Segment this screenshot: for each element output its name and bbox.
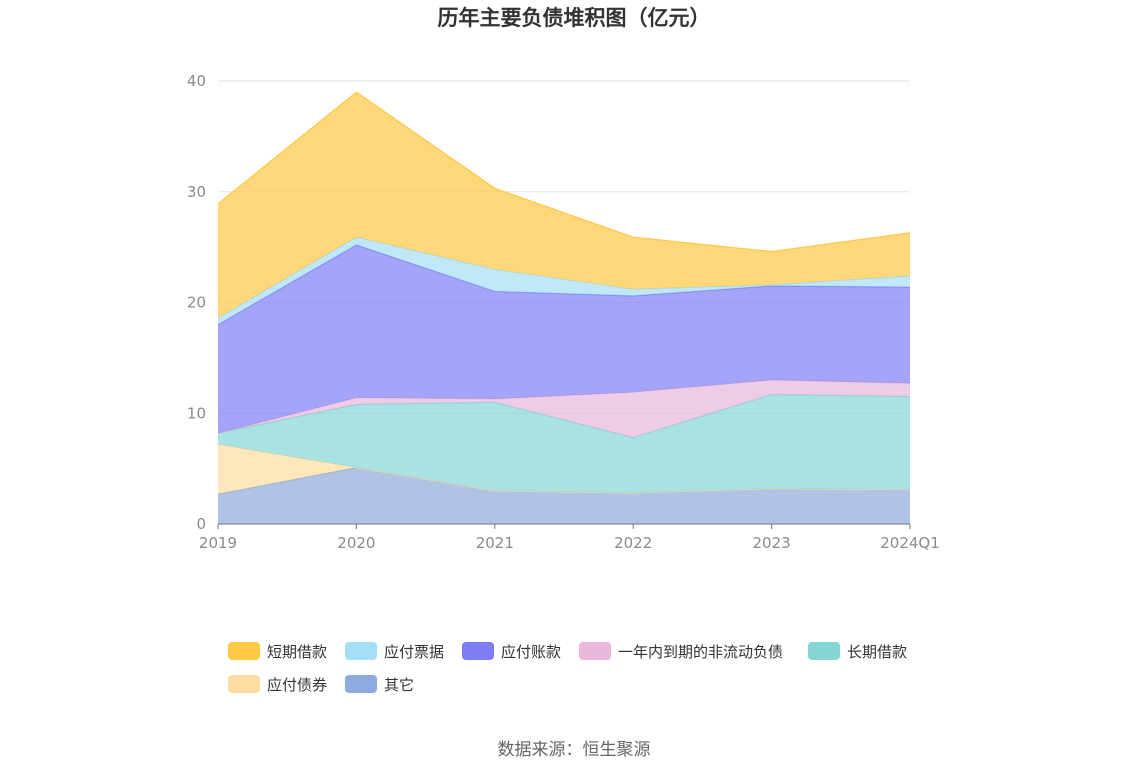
y-tick-label: 10 (187, 404, 206, 422)
area-series-0[interactable] (218, 467, 910, 525)
source-note: 数据来源：恒生聚源 (498, 740, 651, 760)
legend-swatch (579, 642, 611, 660)
x-tick-label: 2024Q1 (880, 534, 940, 552)
legend-label: 应付账款 (501, 643, 561, 661)
legend-label: 一年内到期的非流动负债 (618, 643, 783, 661)
legend-item[interactable]: 短期借款 (228, 642, 327, 661)
legend-label: 长期借款 (847, 643, 907, 661)
x-tick-label: 2023 (753, 534, 791, 552)
area-series-4[interactable] (218, 244, 910, 434)
legend-label: 应付债券 (267, 676, 327, 694)
legend-swatch (228, 642, 260, 660)
area-series-5[interactable] (218, 237, 910, 325)
legend-label: 应付票据 (384, 643, 444, 661)
x-tick-label: 2022 (614, 534, 652, 552)
y-tick-label: 30 (187, 183, 206, 201)
legend-swatch (228, 675, 260, 693)
legend-label: 短期借款 (267, 643, 327, 661)
x-tick-label: 2021 (476, 534, 514, 552)
legend-label: 其它 (384, 676, 414, 694)
x-tick-label: 2020 (337, 534, 375, 552)
legend-swatch (345, 675, 377, 693)
legend-item[interactable]: 一年内到期的非流动负债 (579, 642, 783, 661)
x-tick-label: 2019 (199, 534, 237, 552)
area-series-line-6 (217, 91, 911, 253)
chart-title: 历年主要负债堆积图（亿元） (438, 6, 711, 30)
legend-item[interactable]: 应付债券 (228, 675, 327, 694)
area-series (217, 91, 911, 525)
area-series-2[interactable] (218, 394, 910, 493)
area-series-6[interactable] (218, 92, 910, 318)
y-tick-label: 20 (187, 294, 206, 312)
legend-swatch (345, 642, 377, 660)
legend-item[interactable]: 长期借款 (808, 642, 907, 661)
area-series-3[interactable] (218, 380, 910, 438)
axes: 2019 2020 2021 2022 2023 2024Q1 (199, 523, 940, 552)
y-tick-label: 40 (187, 72, 206, 90)
legend-item[interactable]: 应付票据 (345, 642, 444, 661)
legend-swatch (462, 642, 494, 660)
legend-item[interactable]: 其它 (345, 675, 414, 694)
legend-swatch (808, 642, 840, 660)
y-tick-label: 0 (196, 515, 206, 533)
legend-item[interactable]: 应付账款 (462, 642, 561, 661)
